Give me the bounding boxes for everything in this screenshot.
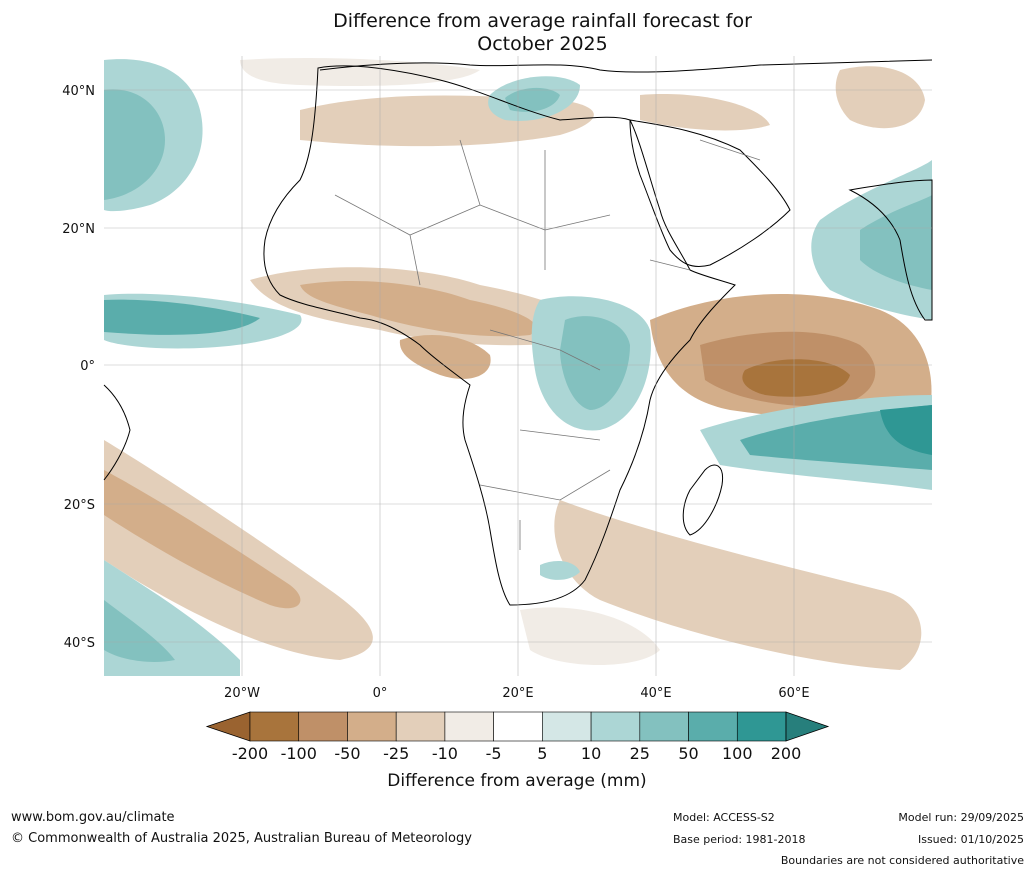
footer-issued: Issued: 01/10/2025 [917,833,1024,846]
colorbar-swatches [249,711,787,742]
lon-label-20e: 20°E [502,686,533,701]
map-title: Difference from average rainfall forecas… [0,10,1035,56]
dry-belt-sahel-core [300,280,537,337]
rainfall-anomaly-field [104,58,932,676]
dry-band-south-africa [554,500,922,670]
coastline-arabia [629,119,791,267]
colorbar-ticks: -200 -100 -50 -25 -10 -5 5 10 25 50 100 200 [232,744,801,763]
colorbar-tick-label: 200 [771,744,802,763]
wet-patch-north-atlantic-core [104,89,165,200]
gridlines [104,56,932,676]
colorbar-swatch [249,711,300,742]
colorbar-swatch [736,711,787,742]
lat-label-equator: 0° [80,359,95,374]
colorbar-swatch [493,711,543,742]
wet-patch-arabian-sea-core [860,195,932,290]
country-borders [334,139,761,550]
latitude-labels: 40°N 20°N 0° 20°S 40°S [62,84,95,651]
colorbar-tick-label: -50 [334,744,360,763]
footer-copyright: © Commonwealth of Australia 2025, Austra… [11,831,472,846]
colorbar-tick-label: -5 [486,744,502,763]
colorbar-tick-label: 50 [678,744,698,763]
colorbar-title: Difference from average (mm) [387,771,646,791]
footer-model: Model: ACCESS-S2 [673,811,775,824]
dry-band-south-africa-light [520,607,660,665]
colorbar-tick-label: -100 [281,744,317,763]
colorbar-tick-label: 100 [722,744,753,763]
lat-label-20s: 20°S [64,498,95,513]
dry-band-south-atlantic [104,440,373,660]
colorbar-swatch [444,711,494,742]
colorbar-swatch [347,711,397,742]
coastline-africa [103,59,933,606]
colorbar-extend-high [785,711,830,742]
colorbar-swatch [688,711,738,742]
colorbar-swatch [298,711,348,742]
lon-label-0: 0° [373,686,388,701]
lat-label-20n: 20°N [62,222,95,237]
colorbar-tick-label: -25 [383,744,409,763]
coastline-india [848,179,933,321]
wet-patch-great-lakes-core [560,316,630,410]
colorbar-tick-label: 10 [581,744,601,763]
colorbar: -200 -100 -50 -25 -10 -5 5 10 25 50 100 200 Differe… [205,711,830,791]
colorbar-tick-label: -10 [432,744,458,763]
colorbar-tick-label: -200 [232,744,268,763]
dry-belt-north [240,58,480,87]
lon-label-60e: 60°E [778,686,809,701]
footer-website[interactable]: www.bom.gov.au/climate [11,810,175,825]
dry-patch-indian-ocean-core [742,359,850,397]
dry-patch-congo [399,335,491,379]
dry-patch-middle-east [640,94,770,131]
lon-label-20w: 20°W [224,686,260,701]
colorbar-extend-low [205,711,251,742]
coastline-south-america-tip [103,384,131,481]
wet-band-south-indian-max [880,405,932,455]
wet-patch-south-atlantic-core [104,600,175,662]
footer-model-run: Model run: 29/09/2025 [898,811,1024,824]
dry-patch-caucasus [835,66,925,129]
wet-band-tropical-atlantic-core [104,299,260,335]
coastline-europe [319,59,933,73]
lat-label-40n: 40°N [62,84,95,99]
colorbar-tick-label: 5 [537,744,547,763]
colorbar-swatch [542,711,592,742]
colorbar-swatch [590,711,641,742]
map-title-line2: October 2025 [477,33,608,55]
map-title-line1: Difference from average rainfall forecas… [333,10,752,32]
longitude-labels: 20°W 0° 20°E 40°E 60°E [224,686,810,701]
footer-base-period: Base period: 1981-2018 [673,833,806,846]
colorbar-swatch [395,711,446,742]
coastline-madagascar [682,464,724,536]
wet-patch-south-africa [540,560,580,580]
colorbar-swatch [639,711,689,742]
footer-disclaimer: Boundaries are not considered authoritat… [780,854,1024,867]
wet-patch-aegean-core [505,87,560,112]
lat-label-40s: 40°S [64,636,95,651]
lon-label-40e: 40°E [640,686,671,701]
colorbar-tick-label: 25 [630,744,650,763]
dry-band-south-atlantic-core [104,470,301,609]
